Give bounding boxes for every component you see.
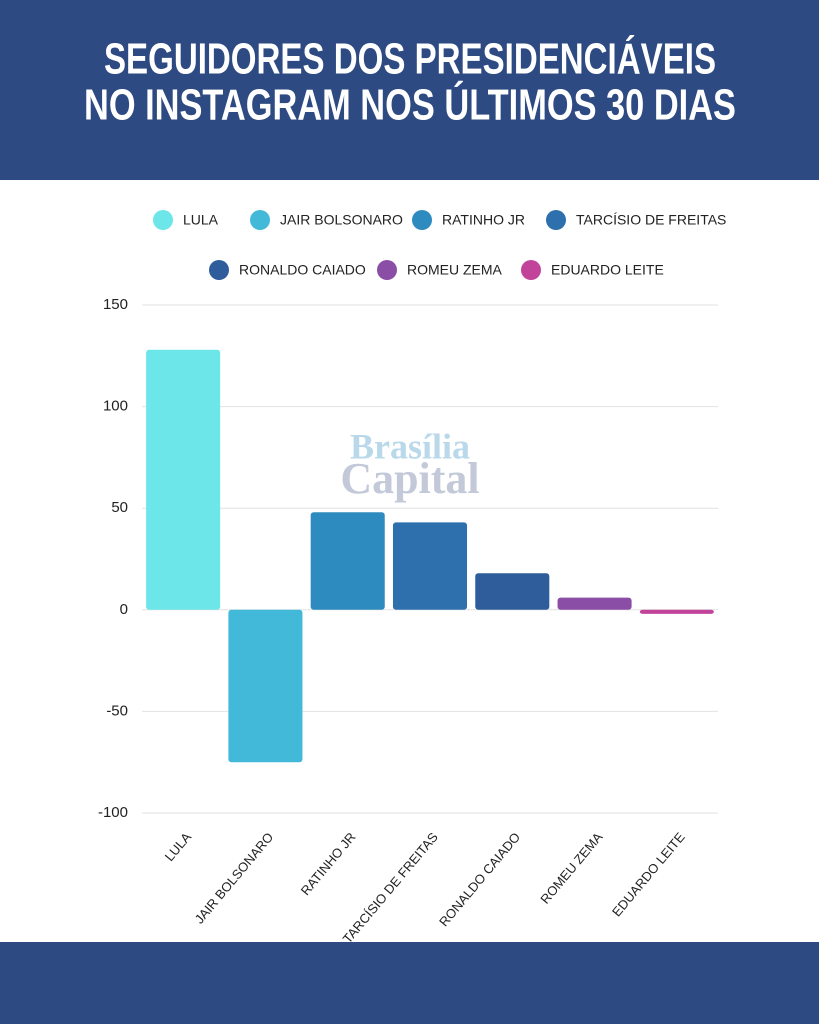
x-tick-label: RONALDO CAIADO — [436, 829, 523, 929]
legend-label: RONALDO CAIADO — [239, 262, 366, 278]
legend-marker — [209, 260, 229, 280]
x-tick-label: TARCÍSIO DE FREITAS — [340, 829, 441, 946]
y-tick-label: 150 — [103, 296, 128, 313]
y-tick-label: 0 — [120, 601, 128, 618]
bar — [475, 573, 550, 610]
y-tick-label: 50 — [111, 499, 128, 516]
y-tick-label: 100 — [103, 398, 128, 415]
bar — [146, 349, 221, 610]
bar — [557, 597, 632, 610]
legend-marker — [153, 210, 173, 230]
legend-marker — [377, 260, 397, 280]
legend-label: EDUARDO LEITE — [551, 262, 664, 278]
bar — [639, 609, 714, 614]
chart-title: NO INSTAGRAM NOS ÚLTIMOS 30 DIAS — [84, 80, 736, 130]
legend-marker — [521, 260, 541, 280]
legend-label: RATINHO JR — [442, 212, 525, 228]
x-tick-label: ROMEU ZEMA — [537, 829, 605, 906]
legend-label: TARCÍSIO DE FREITAS — [576, 212, 726, 228]
footer-band — [0, 942, 819, 1024]
x-tick-label: LULA — [162, 829, 195, 864]
legend-marker — [546, 210, 566, 230]
legend-label: JAIR BOLSONARO — [280, 212, 403, 228]
y-tick-label: -50 — [106, 702, 128, 719]
header-band — [0, 0, 819, 180]
bar — [310, 512, 385, 610]
bar — [228, 609, 303, 763]
legend-label: ROMEU ZEMA — [407, 262, 503, 278]
legend-marker — [412, 210, 432, 230]
legend-label: LULA — [183, 212, 219, 228]
chart-title: SEGUIDORES DOS PRESIDENCIÁVEIS — [104, 34, 716, 84]
x-tick-label: JAIR BOLSONARO — [192, 829, 277, 926]
watermark: Capital — [340, 454, 479, 503]
watermark: Brasília — [350, 426, 470, 466]
legend-marker — [250, 210, 270, 230]
x-tick-label: EDUARDO LEITE — [609, 829, 688, 919]
x-tick-label: RATINHO JR — [298, 829, 359, 898]
y-tick-label: -100 — [98, 804, 128, 821]
bar — [392, 522, 468, 610]
